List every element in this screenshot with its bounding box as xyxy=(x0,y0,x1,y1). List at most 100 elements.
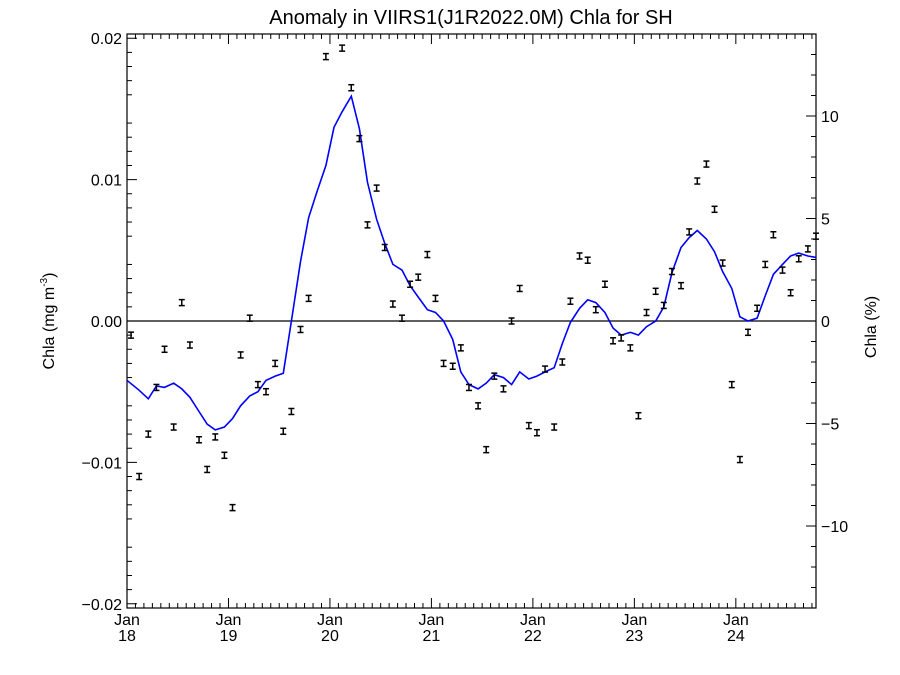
data-point-errorbar xyxy=(432,294,439,303)
data-point-errorbar xyxy=(804,245,811,253)
running-mean-path xyxy=(126,94,817,431)
y-left-tick-label: 0.00 xyxy=(91,314,122,331)
data-point-errorbar xyxy=(516,284,523,293)
data-point-errorbar xyxy=(559,358,566,366)
data-point-errorbar xyxy=(186,341,193,349)
data-point-errorbar xyxy=(348,83,355,92)
data-point-errorbar xyxy=(280,427,287,436)
data-point-errorbar xyxy=(795,255,802,263)
data-point-errorbar xyxy=(618,334,625,342)
data-point-errorbar xyxy=(339,44,346,52)
data-point-errorbar xyxy=(145,430,152,438)
data-point-errorbar xyxy=(161,345,168,354)
data-point-errorbar xyxy=(635,411,642,420)
data-point-errorbar xyxy=(525,421,532,430)
data-point-errorbar xyxy=(170,423,177,431)
x-tick-label-year: 21 xyxy=(423,628,441,645)
y-left-tick-label: −0.01 xyxy=(82,455,123,472)
data-point-errorbar xyxy=(779,266,786,274)
data-point-errorbar xyxy=(389,300,396,308)
data-point-errorbar xyxy=(178,298,185,307)
data-point-errorbar xyxy=(263,387,270,396)
y-right-tick-label: 5 xyxy=(821,212,830,229)
data-point-errorbar xyxy=(533,428,540,437)
x-tick-label-year: 22 xyxy=(524,628,542,645)
data-point-errorbar xyxy=(703,160,710,168)
data-point-errorbar xyxy=(728,380,735,389)
y-right-tick-label: −10 xyxy=(821,519,848,536)
data-point-errorbar xyxy=(584,256,591,264)
data-point-errorbar xyxy=(246,314,253,322)
data-point-errorbar xyxy=(204,465,211,474)
y-left-tick-label: 0.02 xyxy=(91,31,122,48)
data-point-errorbar xyxy=(660,301,667,310)
x-tick-label-month: Jan xyxy=(419,612,445,629)
data-point-errorbar xyxy=(136,472,143,481)
data-point-errorbar xyxy=(398,314,405,322)
tick-labels: Jan18Jan19Jan20Jan21Jan22Jan23Jan240.020… xyxy=(82,31,849,645)
data-point-errorbar xyxy=(576,252,583,260)
data-point-errorbar xyxy=(449,362,456,370)
data-point-errorbar xyxy=(153,383,160,392)
y-label-left-sup: -3 xyxy=(39,277,50,286)
y-left-tick-label: 0.01 xyxy=(91,173,122,190)
data-point-errorbar xyxy=(440,359,447,368)
data-point-errorbar xyxy=(652,287,659,296)
y-right-tick-label: −5 xyxy=(821,417,839,434)
data-point-errorbar xyxy=(745,328,752,337)
data-point-errorbar xyxy=(457,344,464,352)
data-point-errorbar xyxy=(754,304,761,313)
data-point-errorbar xyxy=(415,273,422,281)
data-point-errorbar xyxy=(813,232,819,240)
x-tick-label-year: 18 xyxy=(118,628,136,645)
data-point-errorbar xyxy=(212,433,219,441)
data-point-errorbar xyxy=(686,228,693,236)
x-tick-label-month: Jan xyxy=(216,612,242,629)
tick-marks xyxy=(126,33,816,609)
data-point-errorbar xyxy=(668,267,675,276)
data-point-errorbar xyxy=(305,294,312,303)
data-point-errorbar xyxy=(719,259,726,267)
y-label-left-close: ) xyxy=(41,273,58,278)
data-point-errorbar xyxy=(407,280,414,288)
data-point-errorbar xyxy=(297,325,304,334)
data-point-errorbar xyxy=(643,308,650,317)
data-point-errorbar xyxy=(627,344,634,352)
data-point-errorbar xyxy=(221,451,228,460)
x-tick-label-year: 24 xyxy=(727,628,745,645)
data-point-errorbar xyxy=(364,221,371,229)
data-point-errorbar xyxy=(736,455,743,464)
y-label-left-main: Chla (mg m xyxy=(41,287,58,370)
data-point-errorbar xyxy=(475,402,482,410)
data-point-errorbar xyxy=(694,177,701,185)
x-tick-label-year: 19 xyxy=(220,628,238,645)
y-right-tick-label: 10 xyxy=(821,109,839,126)
y-right-tick-label: 0 xyxy=(821,314,830,331)
data-point-errorbar xyxy=(288,407,295,416)
x-tick-label-month: Jan xyxy=(520,612,546,629)
data-point-errorbar xyxy=(237,351,244,359)
data-point-errorbar xyxy=(483,445,490,454)
x-tick-label-month: Jan xyxy=(723,612,749,629)
data-point-errorbar xyxy=(491,372,498,380)
data-point-errorbar xyxy=(762,260,769,269)
y-axis-label-left: Chla (mg m-3) xyxy=(39,273,58,370)
data-point-errorbar xyxy=(229,503,236,512)
x-tick-label-month: Jan xyxy=(317,612,343,629)
data-point-errorbar xyxy=(542,365,549,373)
data-point-errorbar xyxy=(424,250,431,259)
data-point-errorbar xyxy=(254,380,261,389)
data-point-errorbar xyxy=(770,231,777,239)
data-point-errorbar xyxy=(592,305,599,314)
data-point-errorbar xyxy=(272,359,279,368)
data-point-errorbar xyxy=(128,331,135,339)
x-tick-label-month: Jan xyxy=(621,612,647,629)
x-tick-label-year: 20 xyxy=(321,628,339,645)
anomaly-points xyxy=(128,44,819,512)
y-axis-label-right: Chla (%) xyxy=(863,296,880,358)
data-point-errorbar xyxy=(567,297,574,305)
x-tick-label-year: 23 xyxy=(625,628,643,645)
data-point-errorbar xyxy=(711,205,718,214)
data-point-errorbar xyxy=(610,337,617,345)
data-point-errorbar xyxy=(551,423,558,431)
